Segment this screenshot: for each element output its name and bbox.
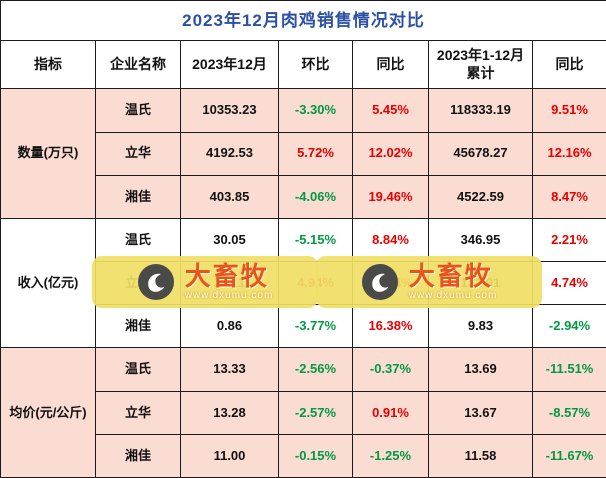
- table-row: 数量(万只) 温氏 10353.23 -3.30% 5.45% 118333.1…: [0, 88, 606, 219]
- value-mom: 5.72%: [278, 131, 353, 176]
- value-mom: -4.06%: [278, 174, 353, 219]
- value-cum-yoy: 8.47%: [531, 174, 606, 219]
- value-dec: 10353.23: [180, 88, 279, 133]
- company-cell: 温氏: [95, 88, 181, 133]
- value-cumulative: 132.01: [428, 261, 533, 306]
- value-dec: 4192.53: [180, 131, 279, 176]
- value-cum-yoy: 2.21%: [531, 217, 606, 263]
- page-title: 2023年12月肉鸡销售情况对比: [0, 0, 606, 42]
- value-dec: 11.00: [180, 433, 279, 478]
- value-cum-yoy: -8.57%: [531, 390, 606, 435]
- value-cumulative: 45678.27: [428, 131, 533, 176]
- value-yoy: 16.38%: [352, 304, 429, 349]
- value-yoy: -0.37%: [352, 347, 429, 392]
- table-row: 均价(元/公斤) 温氏 13.33 -2.56% -0.37% 13.69 -1…: [0, 347, 606, 478]
- company-cell: 温氏: [95, 217, 181, 263]
- table-row: 湘佳 11.00 -0.15% -1.25% 11.58 -11.67%: [1, 433, 606, 478]
- col-header-cum-yoy: 同比: [531, 40, 606, 90]
- value-mom: -3.77%: [278, 304, 353, 349]
- company-cell: 湘佳: [95, 433, 181, 478]
- company-cell: 立华: [95, 131, 181, 176]
- value-cum-yoy: -11.67%: [531, 433, 606, 478]
- value-cumulative: 11.58: [428, 433, 533, 478]
- value-dec: 30.05: [180, 217, 279, 263]
- col-header-mom: 环比: [278, 40, 353, 90]
- value-yoy: 12.02%: [352, 131, 429, 176]
- value-yoy: 19.46%: [352, 174, 429, 219]
- value-cumulative: 13.67: [428, 390, 533, 435]
- indicator-price: 均价(元/公斤): [0, 347, 96, 478]
- value-dec: 13.28: [180, 390, 279, 435]
- value-cum-yoy: 9.51%: [531, 88, 606, 133]
- value-cumulative: 346.95: [428, 217, 533, 263]
- value-cum-yoy: -11.51%: [531, 347, 606, 392]
- col-header-dec: 2023年12月: [180, 40, 279, 90]
- value-mom: -5.15%: [278, 217, 353, 263]
- value-mom: -0.15%: [278, 433, 353, 478]
- company-cell: 温氏: [95, 347, 181, 392]
- value-cum-yoy: 12.16%: [531, 131, 606, 176]
- col-header-yoy: 同比: [352, 40, 429, 90]
- company-cell: 湘佳: [95, 304, 181, 349]
- value-mom: -2.57%: [278, 390, 353, 435]
- value-yoy: 0.91%: [352, 390, 429, 435]
- value-cumulative: 4522.59: [428, 174, 533, 219]
- indicator-revenue: 收入(亿元): [0, 217, 96, 349]
- table-row: 湘佳 0.86 -3.77% 16.38% 9.83 -2.94%: [1, 304, 606, 349]
- value-yoy: -1.25%: [352, 433, 429, 478]
- value-dec: 12.11: [180, 261, 279, 306]
- value-yoy: 15.44%: [352, 261, 429, 306]
- company-cell: 立华: [95, 390, 181, 435]
- company-cell: 立华: [95, 261, 181, 306]
- company-cell: 湘佳: [95, 174, 181, 219]
- col-header-cumulative: 2023年1-12月累计: [428, 40, 533, 90]
- indicator-quantity: 数量(万只): [0, 88, 96, 219]
- value-cum-yoy: 4.74%: [531, 261, 606, 306]
- value-mom: -3.30%: [278, 88, 353, 133]
- value-cumulative: 118333.19: [428, 88, 533, 133]
- value-yoy: 5.45%: [352, 88, 429, 133]
- value-dec: 403.85: [180, 174, 279, 219]
- value-dec: 13.33: [180, 347, 279, 392]
- value-yoy: 8.84%: [352, 217, 429, 263]
- value-cumulative: 13.69: [428, 347, 533, 392]
- table-row: 湘佳 403.85 -4.06% 19.46% 4522.59 8.47%: [1, 174, 606, 219]
- value-mom: -2.56%: [278, 347, 353, 392]
- value-dec: 0.86: [180, 304, 279, 349]
- table-row: 立华 4192.53 5.72% 12.02% 45678.27 12.16%: [1, 131, 606, 176]
- col-header-indicator: 指标: [0, 40, 96, 90]
- value-mom: 4.94%: [278, 261, 353, 306]
- table-row: 立华 13.28 -2.57% 0.91% 13.67 -8.57%: [1, 390, 606, 435]
- table-row: 收入(亿元) 温氏 30.05 -5.15% 8.84% 346.95 2.21…: [0, 217, 606, 349]
- col-header-company: 企业名称: [95, 40, 181, 90]
- value-cum-yoy: -2.94%: [531, 304, 606, 349]
- value-cumulative: 9.83: [428, 304, 533, 349]
